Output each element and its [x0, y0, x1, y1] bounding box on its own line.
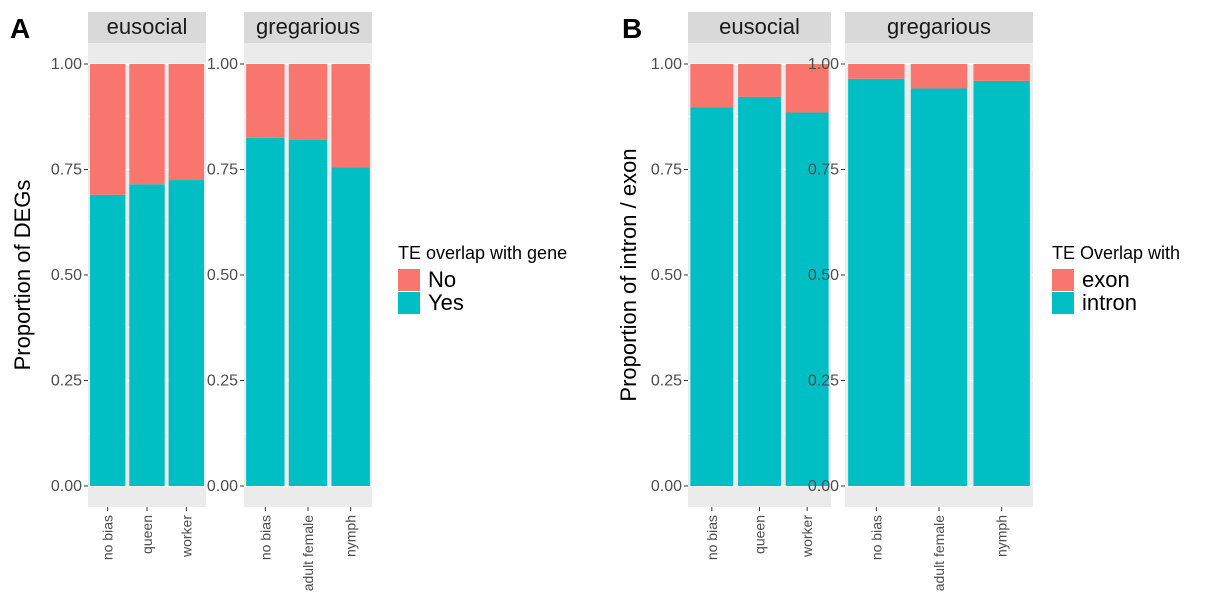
y-tick-label: 0.75: [808, 162, 839, 179]
bar-exon: [910, 64, 968, 89]
y-tick-label: 0.00: [207, 478, 238, 495]
bar-exon: [690, 64, 734, 108]
y-tick-label: 0.50: [651, 267, 682, 284]
x-tick-label: queen: [752, 515, 768, 554]
y-tick-label: 0.75: [51, 162, 82, 179]
bar-exon: [785, 64, 829, 113]
facet-strip-label: gregarious: [256, 14, 360, 39]
y-tick-label: 1.00: [207, 56, 238, 73]
facet-strip: [688, 12, 831, 43]
bar-exon: [973, 64, 1030, 81]
x-tick-label: worker: [799, 515, 815, 558]
y-axis-title: Proportion of DEGs: [10, 180, 35, 371]
x-tick-label: adult female: [300, 515, 316, 591]
bar-no: [331, 64, 370, 168]
x-tick-label: no bias: [257, 515, 273, 560]
facet-eusocial: eusocial 0.00 0.25 0.50 0.75 1.00 no bias queen…: [651, 12, 831, 560]
legend-key: [1052, 269, 1074, 291]
x-tick-label: no bias: [100, 515, 116, 560]
facet-gregarious: gregarious 0.00 0.25 0.50 0.75 1.00 no bias adu…: [808, 12, 1033, 591]
y-tick-label: 0.25: [51, 373, 82, 390]
facet-strip: [244, 12, 372, 43]
chart-panel-B: B Proportion of intron / exon eusocial 0.00…: [616, 12, 1180, 591]
legend-label: exon: [1082, 267, 1130, 292]
bar-yes: [246, 137, 285, 486]
facet-strip: [88, 12, 206, 43]
x-tick-label: queen: [139, 515, 155, 554]
legend-label: No: [428, 267, 456, 292]
x-tick-label: nymph: [994, 515, 1010, 557]
bar-intron: [848, 78, 905, 487]
facet-gregarious: gregarious 0.00 0.25 0.50 0.75 1.00 no bias adu…: [207, 12, 372, 591]
x-tick-label: nymph: [343, 515, 359, 557]
y-axis-title: Proportion of intron / exon: [616, 148, 641, 401]
bar-exon: [738, 64, 781, 97]
bar-yes: [288, 139, 328, 486]
panel-letter: A: [10, 13, 30, 44]
x-tick-label: worker: [178, 515, 194, 558]
y-tick-label: 0.50: [207, 267, 238, 284]
y-tick-label: 0.25: [207, 373, 238, 390]
facet-strip-label: eusocial: [107, 14, 188, 39]
bar-intron: [690, 107, 734, 486]
panel-letter: B: [622, 13, 642, 44]
y-tick-label: 0.25: [651, 373, 682, 390]
facet-strip-label: gregarious: [887, 14, 991, 39]
y-tick-label: 0.00: [808, 478, 839, 495]
legend-label: Yes: [428, 290, 464, 315]
y-tick-label: 1.00: [808, 56, 839, 73]
chart-panel-A: A Proportion of DEGs eusocial 0.00 0.25 0.50 0…: [10, 12, 567, 591]
bar-yes: [168, 180, 205, 487]
x-tick-label: adult female: [931, 515, 947, 591]
bar-yes: [129, 184, 165, 486]
legend-title: TE overlap with gene: [398, 243, 567, 263]
x-tick-label: no bias: [868, 515, 884, 560]
bar-no: [129, 64, 165, 185]
y-tick-label: 1.00: [51, 56, 82, 73]
bar-yes: [331, 167, 370, 486]
legend-key: [398, 269, 420, 291]
bar-exon: [848, 64, 905, 79]
legend-title: TE Overlap with: [1052, 243, 1180, 263]
legend-key: [398, 292, 420, 314]
bar-no: [288, 64, 328, 140]
bar-intron: [910, 88, 968, 486]
y-tick-label: 0.75: [207, 162, 238, 179]
y-tick-label: 0.00: [51, 478, 82, 495]
bar-no: [89, 64, 126, 195]
facet-strip: [845, 12, 1033, 43]
y-tick-label: 0.00: [651, 478, 682, 495]
y-tick-label: 0.50: [51, 267, 82, 284]
y-tick-label: 0.50: [808, 267, 839, 284]
facet-strip-label: eusocial: [719, 14, 800, 39]
facet-eusocial: eusocial 0.00 0.25 0.50 0.75 1.00 no bias queen…: [51, 12, 206, 560]
bar-no: [246, 64, 285, 138]
legend-label: intron: [1082, 290, 1137, 315]
legend-key: [1052, 292, 1074, 314]
bar-intron: [738, 96, 781, 486]
bar-intron: [973, 80, 1030, 486]
bar-no: [168, 64, 205, 181]
y-tick-label: 0.75: [651, 162, 682, 179]
y-tick-label: 0.25: [808, 373, 839, 390]
y-tick-label: 1.00: [651, 56, 682, 73]
bar-intron: [785, 112, 829, 486]
bar-yes: [89, 194, 126, 486]
x-tick-label: no bias: [704, 515, 720, 560]
